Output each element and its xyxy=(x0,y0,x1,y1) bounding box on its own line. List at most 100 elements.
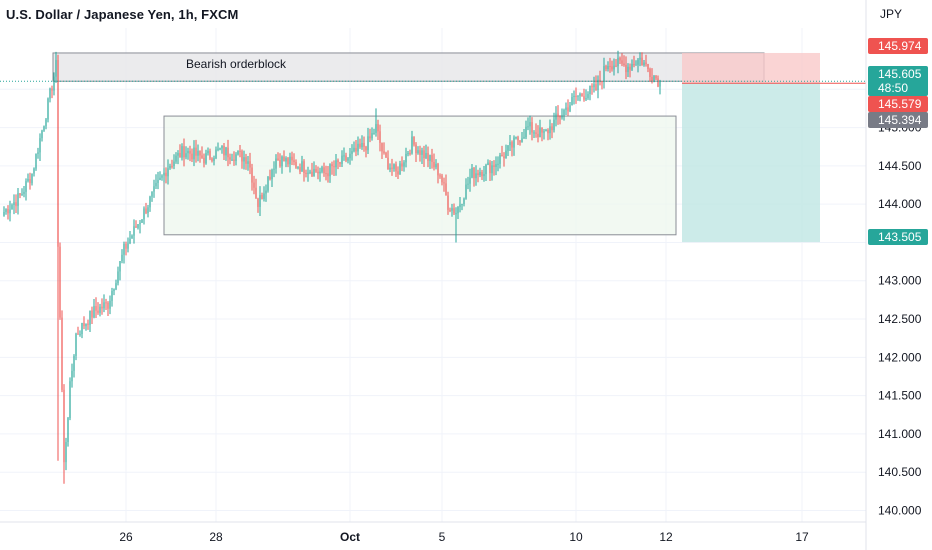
candle-body xyxy=(87,323,89,325)
candle-body xyxy=(51,88,53,91)
candle-body xyxy=(653,76,655,81)
candle-body xyxy=(21,193,23,196)
candle-body xyxy=(417,150,419,154)
candle-body xyxy=(197,150,199,156)
candle-body xyxy=(567,107,569,112)
candle-body xyxy=(7,209,9,214)
chart-title: U.S. Dollar / Japanese Yen, 1h, FXCM xyxy=(6,7,239,22)
candle-body xyxy=(323,167,325,174)
candle-body xyxy=(495,164,497,167)
candle-body xyxy=(503,156,505,159)
candle-body xyxy=(371,133,373,139)
candle-body xyxy=(203,157,205,164)
candle-body xyxy=(47,98,49,120)
price-tag-label-entry: 145.579 xyxy=(878,97,922,111)
candle-body xyxy=(19,193,21,196)
candle-body xyxy=(513,137,515,148)
candle-body xyxy=(607,65,609,70)
candle-body xyxy=(243,157,245,162)
candle-body xyxy=(399,163,401,175)
candle-body xyxy=(201,155,203,158)
candle-body xyxy=(115,283,117,290)
candle-body xyxy=(149,196,151,208)
candle-body xyxy=(593,84,595,88)
candle-body xyxy=(525,126,527,138)
candle-body xyxy=(401,163,403,167)
candle-body xyxy=(79,334,81,336)
candle-body xyxy=(533,132,535,134)
candle-body xyxy=(325,173,327,175)
candle-body xyxy=(619,57,621,61)
candle-body xyxy=(439,175,441,177)
candle-body xyxy=(17,193,19,207)
candle-body xyxy=(617,57,619,67)
candle-body xyxy=(161,175,163,178)
candle-body xyxy=(119,261,121,272)
price-tag-label-stop: 145.974 xyxy=(878,39,922,53)
candle-body xyxy=(99,306,101,313)
candle-body xyxy=(349,153,351,159)
candle-body xyxy=(631,63,633,70)
candle-body xyxy=(447,195,449,210)
candle-body xyxy=(509,142,511,146)
candle-body xyxy=(177,153,179,156)
candle-body xyxy=(109,300,111,309)
candle-body xyxy=(255,187,257,199)
candle-body xyxy=(535,132,537,134)
candle-body xyxy=(283,156,285,162)
candle-body xyxy=(563,109,565,116)
candle-body xyxy=(291,156,293,161)
price-tag-stop xyxy=(868,38,928,54)
candle-body xyxy=(227,147,229,158)
candle-body xyxy=(147,207,149,214)
candle-body xyxy=(557,113,559,117)
candle-body xyxy=(135,226,137,228)
candle-body xyxy=(431,155,433,162)
candle-body xyxy=(437,163,439,176)
candle-body xyxy=(549,126,551,134)
candle-body xyxy=(65,442,67,463)
candle-body xyxy=(389,167,391,170)
candle-body xyxy=(385,152,387,158)
candle-body xyxy=(3,211,5,216)
candle-body xyxy=(379,131,381,143)
candle-body xyxy=(249,161,251,168)
candle-body xyxy=(175,155,177,162)
candle-body xyxy=(127,243,129,249)
candle-body xyxy=(565,107,567,110)
candle-body xyxy=(521,138,523,143)
candle-body xyxy=(489,162,491,174)
candle-body xyxy=(279,160,281,167)
x-tick-label: 5 xyxy=(439,530,446,544)
candle-body xyxy=(45,119,47,127)
candle-body xyxy=(167,168,169,177)
candle-body xyxy=(391,167,393,169)
candle-body xyxy=(251,167,253,183)
candle-body xyxy=(637,59,639,65)
candle-body xyxy=(365,146,367,151)
candle-body xyxy=(381,142,383,152)
candle-body xyxy=(145,208,147,214)
x-tick-label: Oct xyxy=(340,530,360,544)
candle-body xyxy=(315,168,317,172)
candle-body xyxy=(259,195,261,207)
candle-body xyxy=(49,88,51,99)
candle-body xyxy=(425,152,427,159)
candle-body xyxy=(537,133,539,138)
candle-body xyxy=(257,198,259,207)
candle-body xyxy=(319,171,321,174)
candle-body xyxy=(307,172,309,174)
candle-body xyxy=(123,243,125,255)
candle-body xyxy=(67,418,69,443)
candle-body xyxy=(331,164,333,167)
candle-body xyxy=(321,167,323,172)
candle-body xyxy=(571,97,573,106)
candle-body xyxy=(649,68,651,78)
candle-body xyxy=(341,155,343,164)
candle-body xyxy=(293,160,295,163)
candle-body xyxy=(263,193,265,199)
candle-body xyxy=(61,317,63,390)
candle-body xyxy=(139,222,141,225)
